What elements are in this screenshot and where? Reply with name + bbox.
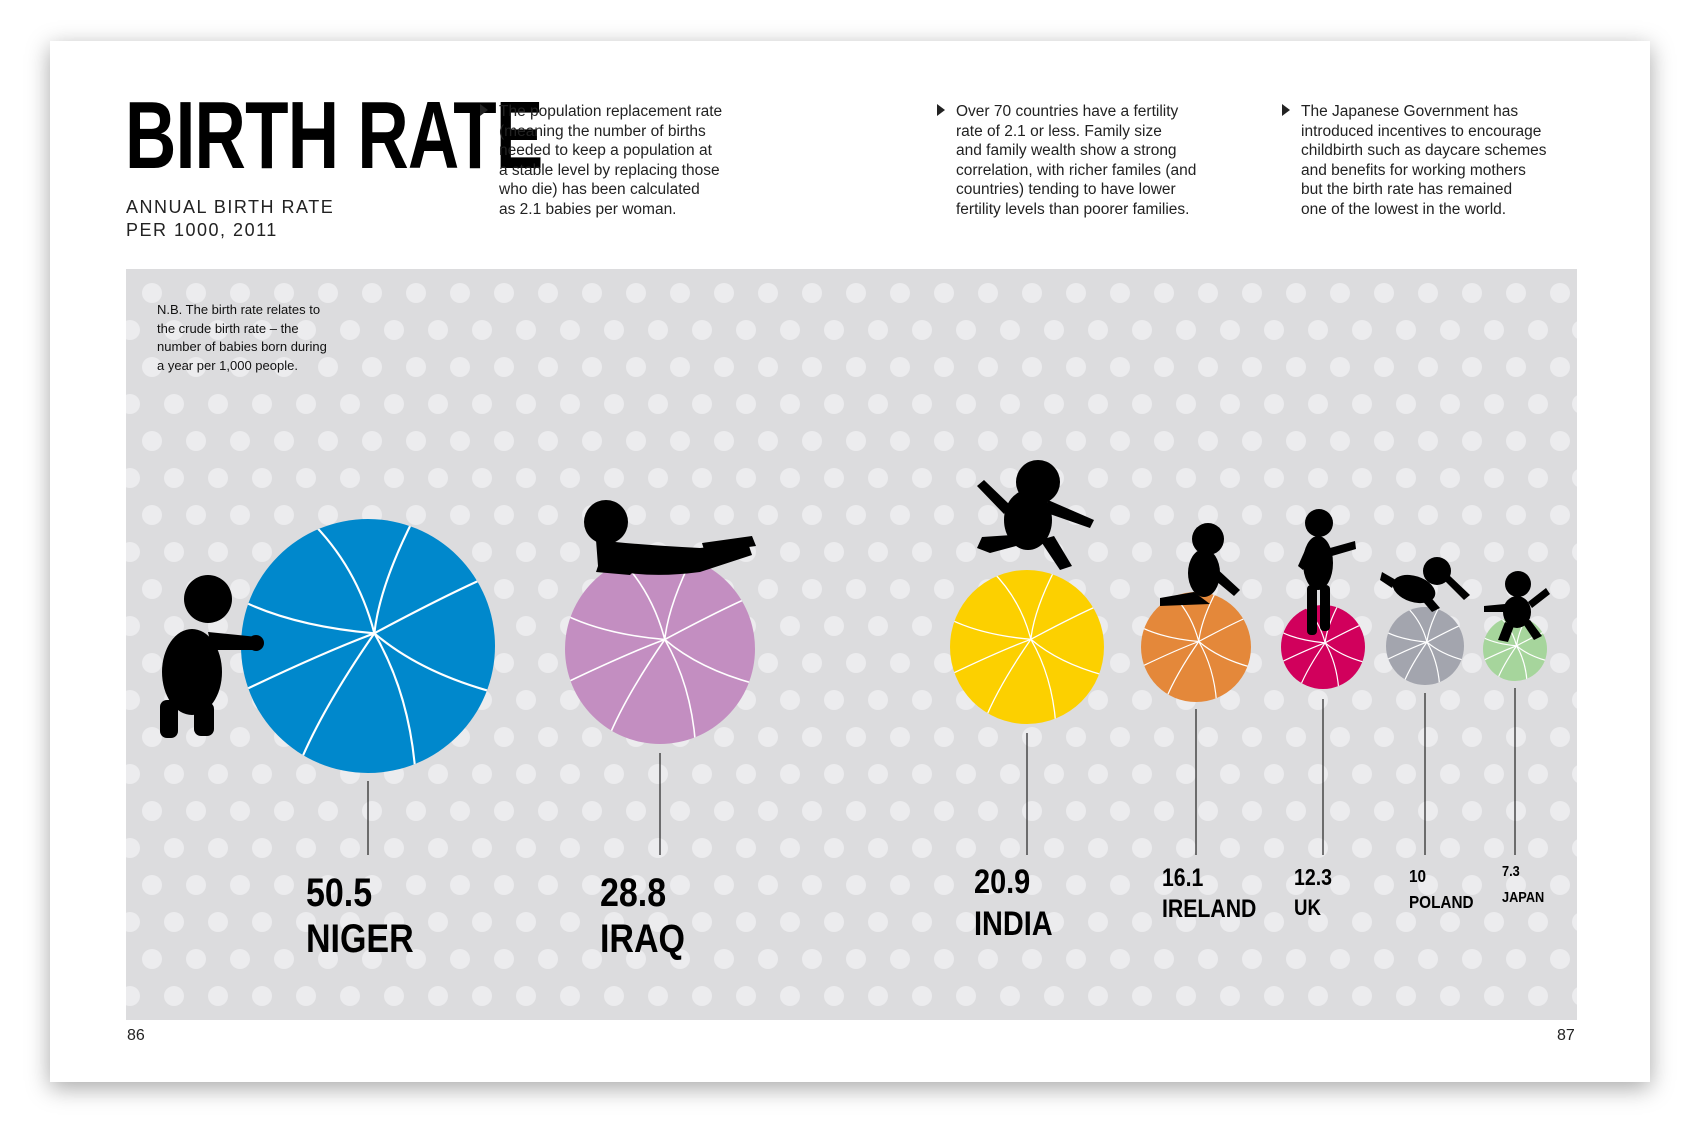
- value-label-ireland: 16.1: [1162, 863, 1203, 891]
- value-label-japan: 7.3: [1502, 862, 1520, 879]
- ball-poland: [1386, 607, 1464, 685]
- baby-silhouette-sitting-icon: [1160, 523, 1240, 606]
- value-label-india: 20.9: [974, 862, 1030, 901]
- baby-silhouette-crawling-icon: [1380, 557, 1470, 612]
- value-label-uk: 12.3: [1294, 865, 1332, 891]
- baby-silhouette-standing-icon: [1298, 509, 1356, 635]
- bullet-arrow-icon: [1282, 104, 1290, 116]
- info-note-japan: The Japanese Government has introduced i…: [1282, 102, 1601, 219]
- value-label-niger: 50.5: [306, 869, 372, 914]
- baby-silhouette-lying-icon: [584, 500, 756, 575]
- country-label-niger: NIGER: [306, 915, 414, 960]
- country-label-japan: JAPAN: [1502, 888, 1544, 905]
- baby-silhouette-waving-icon: [1484, 571, 1550, 642]
- country-label-ireland: IRELAND: [1162, 894, 1256, 922]
- baby-silhouette-pushing-icon: [160, 575, 264, 738]
- subtitle-line-1: ANNUAL BIRTH RATE: [126, 197, 335, 217]
- value-label-iraq: 28.8: [600, 869, 666, 914]
- page-number-right: 87: [1557, 1027, 1575, 1044]
- info-note-replacement-rate: The population replacement rate (meaning…: [480, 102, 799, 219]
- country-label-uk: UK: [1294, 897, 1321, 921]
- page-number-left: 86: [127, 1027, 145, 1044]
- info-note-text: Over 70 countries have a fertility rate …: [956, 103, 1197, 218]
- subtitle-line-2: PER 1000, 2011: [126, 220, 278, 240]
- bullet-arrow-icon: [937, 104, 945, 116]
- info-note-text: The Japanese Government has introduced i…: [1301, 103, 1547, 218]
- country-label-iraq: IRAQ: [600, 915, 685, 960]
- bullet-arrow-icon: [480, 104, 488, 116]
- ball-ireland: [1141, 592, 1251, 702]
- ball-india: [950, 570, 1104, 724]
- country-label-india: INDIA: [974, 904, 1053, 943]
- ball-niger: [241, 519, 495, 773]
- country-label-poland: POLAND: [1409, 892, 1474, 912]
- value-label-poland: 10: [1409, 866, 1426, 886]
- baby-silhouette-jumping-icon: [977, 460, 1094, 570]
- info-note-fertility: Over 70 countries have a fertility rate …: [937, 102, 1256, 219]
- chart-subtitle: ANNUAL BIRTH RATE PER 1000, 2011: [126, 196, 334, 242]
- ball-iraq: [565, 554, 755, 744]
- page-title: BIRTH RATE: [125, 82, 543, 189]
- info-note-text: The population replacement rate (meaning…: [499, 103, 723, 218]
- birth-rate-definition-note: N.B. The birth rate relates to the crude…: [157, 302, 327, 373]
